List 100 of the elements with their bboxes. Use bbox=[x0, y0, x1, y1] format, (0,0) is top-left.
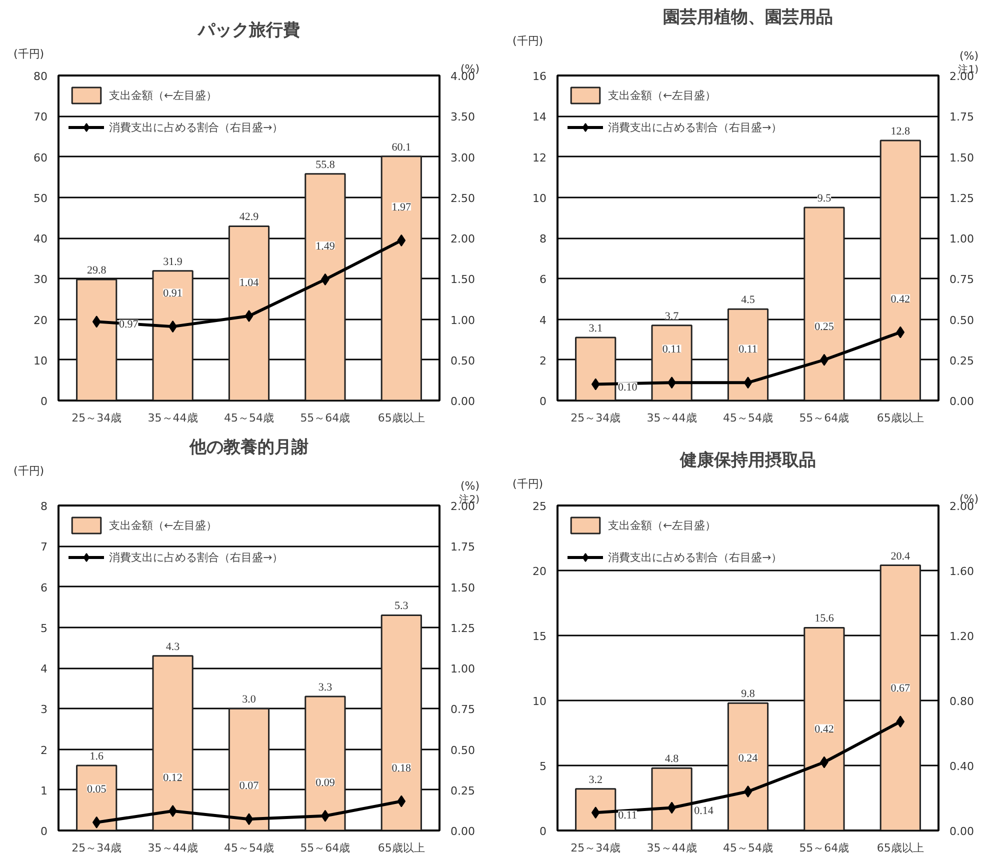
y2-tick-label: 2.00 bbox=[450, 232, 475, 246]
y2-tick-label: 0.25 bbox=[450, 784, 475, 798]
x-tick-label: 45～54歳 bbox=[723, 842, 774, 854]
y-tick-label: 0 bbox=[540, 395, 546, 408]
legend-label: 消費支出に占める割合（右目盛→） bbox=[608, 550, 782, 564]
y2-tick-label: 1.25 bbox=[450, 622, 475, 635]
y-tick-label: 2 bbox=[540, 354, 546, 368]
y2-tick-label: 1.75 bbox=[950, 110, 974, 124]
y-tick-label: 80 bbox=[34, 70, 48, 83]
y2-tick-label: 0.50 bbox=[950, 314, 974, 327]
y2-tick-label: 0.80 bbox=[950, 695, 974, 708]
x-tick-label: 65歳以上 bbox=[378, 842, 425, 854]
y-tick-label: 12 bbox=[532, 151, 547, 164]
y-tick-label: 20 bbox=[34, 314, 48, 327]
legend-label: 消費支出に占める割合（右目盛→） bbox=[109, 120, 284, 134]
legend-label: 支出金額（←左目盛） bbox=[109, 518, 218, 532]
data-label: 15.6 bbox=[814, 612, 834, 625]
y-axis-title: (千円) bbox=[512, 34, 544, 48]
legend-label: 支出金額（←左目盛） bbox=[109, 88, 218, 102]
y-tick-label: 5 bbox=[540, 760, 546, 773]
data-label: 3.3 bbox=[318, 681, 333, 694]
x-tick-label: 25～34歳 bbox=[570, 412, 621, 424]
legend-label: 支出金額（←左目盛） bbox=[608, 518, 716, 532]
y2-tick-label: 0.75 bbox=[450, 703, 475, 716]
y-tick-label: 3 bbox=[40, 703, 48, 716]
y2-tick-label: 0.40 bbox=[950, 760, 974, 773]
y-tick-label: 7 bbox=[40, 540, 48, 554]
y-tick-label: 25 bbox=[532, 500, 547, 513]
y-axis-title: (千円) bbox=[512, 478, 544, 490]
x-tick-label: 35～44歳 bbox=[646, 412, 697, 424]
x-tick-label: 45～54歳 bbox=[224, 842, 274, 854]
data-label: 12.8 bbox=[890, 126, 911, 138]
x-tick-label: 55～64歳 bbox=[300, 412, 350, 424]
y2-tick-label: 0.00 bbox=[450, 825, 475, 838]
y2-tick-label: 1.75 bbox=[450, 540, 475, 554]
x-tick-label: 45～54歳 bbox=[224, 412, 274, 424]
data-label: 0.42 bbox=[890, 293, 910, 306]
data-label: 42.9 bbox=[239, 211, 260, 224]
data-label: 1.97 bbox=[392, 201, 412, 214]
y2-tick-label: 1.00 bbox=[950, 232, 974, 246]
y-tick-label: 4 bbox=[40, 662, 48, 676]
data-label: 0.11 bbox=[662, 344, 682, 356]
chart-title: 園芸用植物、園芸用品 bbox=[663, 8, 833, 28]
chart-title: パック旅行費 bbox=[197, 20, 300, 40]
data-label: 0.12 bbox=[163, 772, 182, 784]
x-tick-label: 25～34歳 bbox=[72, 412, 122, 424]
y-tick-label: 10 bbox=[532, 192, 547, 205]
y-tick-label: 10 bbox=[34, 354, 48, 368]
y-tick-label: 4 bbox=[540, 314, 546, 327]
data-label: 0.09 bbox=[316, 776, 336, 789]
y-tick-label: 15 bbox=[532, 630, 547, 643]
y-tick-label: 16 bbox=[532, 70, 547, 83]
y-tick-label: 40 bbox=[34, 232, 48, 246]
x-tick-label: 35～44歳 bbox=[148, 412, 198, 424]
x-tick-label: 35～44歳 bbox=[646, 842, 697, 854]
x-tick-label: 35～44歳 bbox=[148, 842, 198, 854]
data-label: 0.67 bbox=[890, 682, 911, 695]
y2-tick-label: 0.00 bbox=[950, 395, 974, 408]
y-tick-label: 20 bbox=[532, 565, 547, 578]
data-label: 0.91 bbox=[163, 288, 182, 300]
y2-tick-label: 0.50 bbox=[450, 744, 475, 757]
data-label: 0.14 bbox=[694, 804, 714, 817]
data-label: 29.8 bbox=[86, 264, 107, 276]
data-label: 0.10 bbox=[618, 381, 638, 394]
y2-tick-label: 2.00 bbox=[450, 500, 475, 513]
y2-tick-label: 0.25 bbox=[950, 354, 974, 368]
y2-tick-label: 3.00 bbox=[450, 151, 475, 164]
chart-title: 健康保持用摂取品 bbox=[679, 450, 816, 470]
y2-tick-label: 1.00 bbox=[450, 314, 475, 327]
data-label: 5.3 bbox=[394, 600, 409, 612]
data-label: 9.8 bbox=[741, 688, 756, 700]
data-label: 4.3 bbox=[166, 640, 180, 653]
data-label: 3.0 bbox=[242, 694, 256, 706]
x-tick-label: 65歳以上 bbox=[378, 412, 425, 424]
data-label: 20.4 bbox=[890, 550, 911, 562]
y-tick-label: 2 bbox=[40, 744, 48, 757]
data-label: 0.42 bbox=[814, 723, 834, 736]
data-label: 0.25 bbox=[814, 320, 834, 333]
y-tick-label: 5 bbox=[40, 622, 48, 635]
y2-tick-label: 1.60 bbox=[950, 565, 974, 578]
x-tick-label: 25～34歳 bbox=[72, 842, 122, 854]
y2-axis-title: (%) bbox=[959, 50, 979, 62]
y2-tick-label: 1.50 bbox=[450, 581, 475, 594]
legend-label: 消費支出に占める割合（右目盛→） bbox=[109, 550, 284, 564]
x-tick-label: 55～64歳 bbox=[799, 842, 850, 854]
data-label: 0.05 bbox=[86, 783, 107, 796]
y-tick-label: 6 bbox=[540, 273, 546, 286]
y-tick-label: 0 bbox=[40, 395, 48, 408]
y-axis-title: (千円) bbox=[14, 464, 44, 478]
y-tick-label: 6 bbox=[40, 581, 48, 594]
y-tick-label: 70 bbox=[34, 110, 48, 124]
y-tick-label: 50 bbox=[34, 192, 48, 205]
data-label: 3.1 bbox=[588, 322, 602, 335]
data-label: 55.8 bbox=[316, 158, 336, 171]
data-label: 1.04 bbox=[239, 277, 260, 289]
x-tick-label: 55～64歳 bbox=[799, 412, 850, 424]
y2-tick-label: 1.50 bbox=[450, 273, 475, 286]
y2-tick-label: 2.50 bbox=[450, 192, 475, 205]
data-label: 0.18 bbox=[392, 762, 412, 774]
data-label: 31.9 bbox=[163, 256, 183, 268]
